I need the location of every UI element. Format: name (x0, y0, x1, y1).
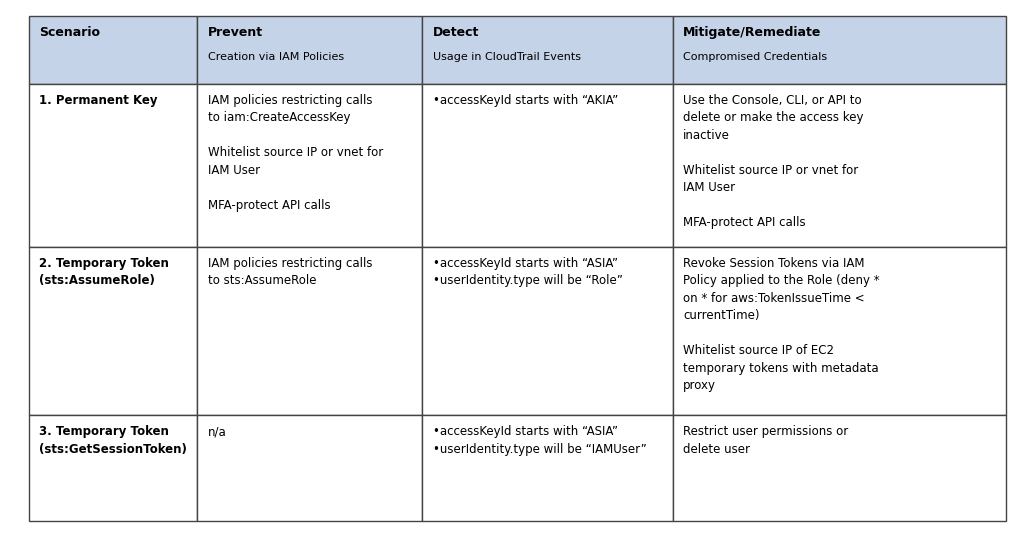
Text: •accessKeyId starts with “ASIA”
•userIdentity.type will be “Role”: •accessKeyId starts with “ASIA” •userIde… (433, 257, 623, 287)
Bar (673, 84, 1006, 247)
Bar (198, 84, 423, 247)
Text: IAM policies restricting calls
to sts:AssumeRole: IAM policies restricting calls to sts:As… (208, 257, 372, 287)
Text: Creation via IAM Policies: Creation via IAM Policies (208, 52, 344, 62)
Bar (673, 247, 1006, 415)
Bar (29, 247, 198, 415)
Bar (423, 247, 673, 415)
Text: 2. Temporary Token
(sts:AssumeRole): 2. Temporary Token (sts:AssumeRole) (39, 257, 169, 287)
Text: •accessKeyId starts with “ASIA”
•userIdentity.type will be “IAMUser”: •accessKeyId starts with “ASIA” •userIde… (433, 425, 646, 456)
Bar (423, 415, 673, 521)
Bar (198, 247, 423, 415)
Text: Mitigate/Remediate: Mitigate/Remediate (683, 26, 821, 39)
Text: Prevent: Prevent (208, 26, 263, 39)
Text: Compromised Credentials: Compromised Credentials (683, 52, 827, 62)
Text: 3. Temporary Token
(sts:GetSessionToken): 3. Temporary Token (sts:GetSessionToken) (39, 425, 186, 456)
Bar (29, 84, 198, 247)
Bar (29, 415, 198, 521)
Bar (198, 415, 423, 521)
Bar (673, 415, 1006, 521)
Text: Detect: Detect (433, 26, 479, 39)
Bar (29, 16, 198, 84)
Text: Usage in CloudTrail Events: Usage in CloudTrail Events (433, 52, 581, 62)
Text: Scenario: Scenario (39, 26, 100, 39)
Bar (198, 16, 423, 84)
Bar (423, 16, 673, 84)
Text: Use the Console, CLI, or API to
delete or make the access key
inactive

Whitelis: Use the Console, CLI, or API to delete o… (683, 94, 864, 230)
Text: IAM policies restricting calls
to iam:CreateAccessKey

Whitelist source IP or vn: IAM policies restricting calls to iam:Cr… (208, 94, 383, 212)
Bar (423, 84, 673, 247)
Text: 1. Permanent Key: 1. Permanent Key (39, 94, 158, 107)
Bar (673, 16, 1006, 84)
Text: n/a: n/a (208, 425, 226, 438)
Text: Restrict user permissions or
delete user: Restrict user permissions or delete user (683, 425, 849, 456)
Text: •accessKeyId starts with “AKIA”: •accessKeyId starts with “AKIA” (433, 94, 618, 107)
Text: Revoke Session Tokens via IAM
Policy applied to the Role (deny *
on * for aws:To: Revoke Session Tokens via IAM Policy app… (683, 257, 880, 393)
